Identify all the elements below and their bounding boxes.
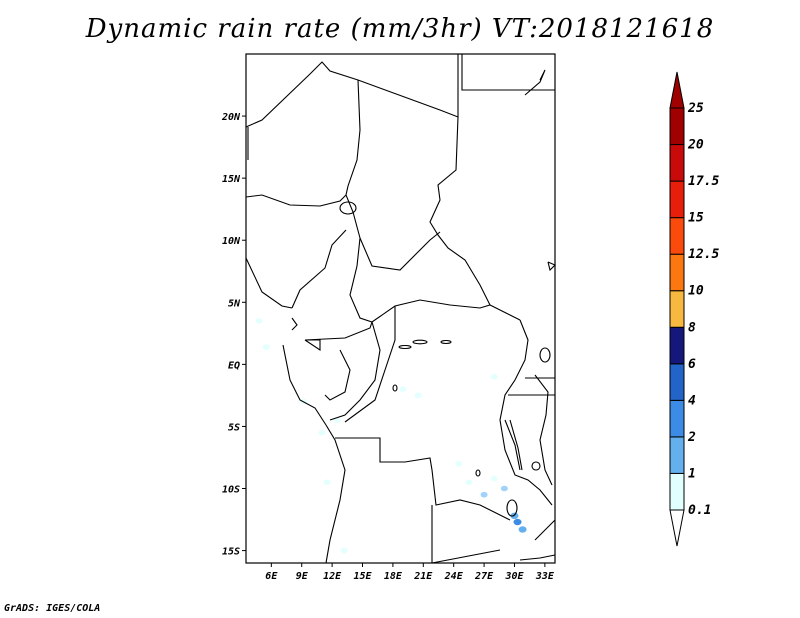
rain-patch <box>490 475 498 482</box>
country-borders <box>245 54 556 564</box>
lat-tick-label: 20N <box>221 112 241 123</box>
rain-patch <box>255 318 263 324</box>
rain-patch <box>455 460 463 467</box>
rain-patch <box>333 417 341 424</box>
colorbar-label: 1 <box>688 466 696 481</box>
lon-tick-label: 9E <box>296 571 309 582</box>
longitude-ticks: 6E 9E 12E 15E 18E 21E 24E 27E 30E 33E <box>265 563 555 582</box>
lat-tick-label: 10N <box>222 236 241 247</box>
credit-label: GrADS: IGES/COLA <box>4 603 101 614</box>
colorbar-swatch <box>669 472 685 511</box>
colorbar-label: 25 <box>687 101 704 116</box>
colorbar-label: 2 <box>687 430 696 445</box>
lat-tick-label: 15N <box>222 174 241 185</box>
colorbar-label: 6 <box>688 357 696 372</box>
lat-tick-label: 5S <box>228 422 240 433</box>
latitude-ticks: 20N 15N 10N 5N EQ 5S 10S 15S <box>221 112 246 558</box>
colorbar-swatch <box>669 144 685 182</box>
rain-patch <box>510 512 519 520</box>
rain-patch <box>513 518 522 526</box>
colorbar-label: 15 <box>688 211 704 226</box>
rain-layer <box>255 318 527 554</box>
rain-patch <box>490 373 498 380</box>
lon-tick-label: 21E <box>413 571 433 582</box>
lon-tick-label: 6E <box>265 571 278 582</box>
lat-tick-label: 10S <box>222 485 240 496</box>
lon-tick-label: 12E <box>323 571 342 582</box>
lon-tick-label: 24E <box>444 571 464 582</box>
rain-patch <box>500 485 508 492</box>
lat-tick-label: EQ <box>228 360 240 371</box>
colorbar-swatch <box>669 363 685 401</box>
colorbar-swatch <box>669 436 685 474</box>
rain-patch <box>323 479 331 486</box>
colorbar-label: 0.1 <box>688 503 711 518</box>
rain-patch <box>262 344 270 350</box>
rain-patch <box>518 526 527 533</box>
colorbar-swatch <box>669 290 685 328</box>
colorbar-bottom-arrow <box>669 509 685 547</box>
colorbar-swatch <box>669 253 685 292</box>
map-title: Dynamic rain rate (mm/3hr) VT:2018121618 <box>85 14 715 44</box>
colorbar-top-arrow <box>669 71 685 109</box>
colorbar: 0.1 1 2 4 6 8 10 12.5 15 17.5 20 25 <box>669 71 719 547</box>
colorbar-swatch <box>669 107 685 146</box>
rain-patch <box>465 479 473 486</box>
colorbar-label: 10 <box>688 284 704 299</box>
lon-tick-label: 18E <box>384 571 403 582</box>
rain-patch <box>480 491 488 498</box>
lon-tick-label: 27E <box>474 571 494 582</box>
colorbar-label: 8 <box>688 320 696 335</box>
lon-tick-label: 30E <box>504 571 524 582</box>
colorbar-label: 4 <box>688 393 696 408</box>
colorbar-swatch <box>669 399 685 438</box>
colorbar-label: 20 <box>687 138 704 153</box>
lat-tick-label: 15S <box>222 547 240 558</box>
map-frame <box>245 53 556 564</box>
lon-tick-label: 33E <box>535 571 555 582</box>
colorbar-swatch <box>669 180 685 219</box>
lat-tick-label: 5N <box>228 298 241 309</box>
rain-patch <box>414 392 422 399</box>
colorbar-label: 17.5 <box>688 174 719 189</box>
rain-patch <box>340 547 348 554</box>
lon-tick-label: 15E <box>353 571 372 582</box>
colorbar-swatch <box>669 326 685 365</box>
colorbar-label: 12.5 <box>688 247 719 262</box>
colorbar-swatch <box>669 217 685 255</box>
rain-patch <box>399 386 407 392</box>
rain-patch <box>318 429 326 436</box>
